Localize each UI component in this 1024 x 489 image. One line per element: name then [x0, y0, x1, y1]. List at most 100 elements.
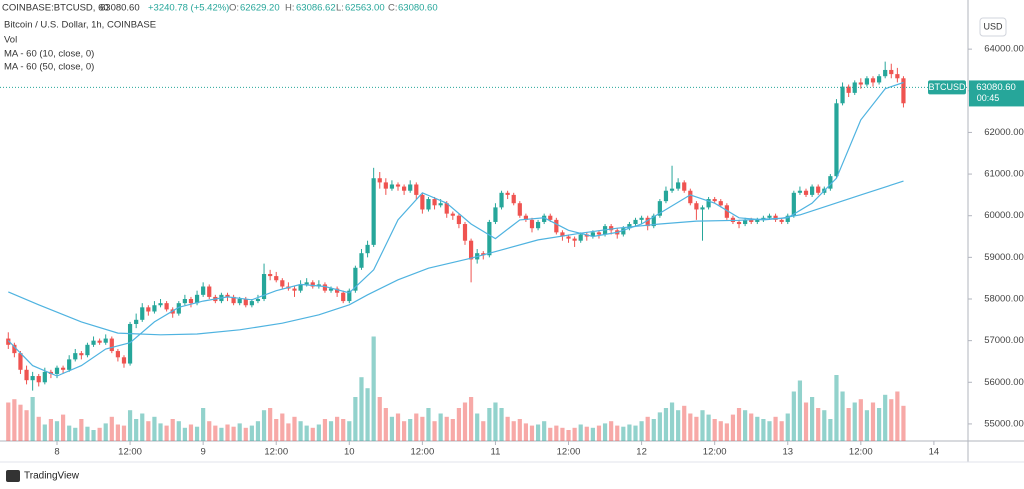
volume-bar [548, 427, 553, 441]
volume-bar [852, 402, 857, 441]
price: 63080.60 [100, 3, 140, 14]
volume-bar [621, 426, 626, 441]
legend-entry: MA - 60 (10, close, 0) [4, 49, 94, 60]
volume-bar [858, 399, 863, 441]
volume-bar [803, 402, 809, 441]
volume-bar [383, 408, 388, 441]
volume-bar [785, 413, 790, 441]
volume-bar [127, 410, 133, 441]
candle-body [578, 234, 583, 241]
candle-body [377, 178, 382, 183]
volume-bar [767, 421, 772, 441]
candle-body [341, 292, 346, 302]
volume-bar [213, 425, 218, 441]
volume-bar [615, 425, 620, 441]
volume-bar [840, 391, 845, 441]
candle-body [249, 301, 254, 306]
currency[interactable]: USD [983, 21, 1003, 31]
volume-bar [602, 423, 608, 441]
candle-body [663, 190, 669, 202]
candle-body [560, 232, 565, 237]
candle-body [274, 276, 279, 281]
volume-bar [201, 408, 206, 441]
x-tick-label: 12:00 [557, 447, 581, 458]
volume-bar [73, 427, 78, 441]
ohlc-value: 62629.20 [240, 3, 280, 14]
candle-body [529, 219, 535, 229]
candle-body [779, 219, 784, 222]
candle-body [97, 340, 102, 343]
candle-body [383, 182, 388, 189]
volume-bar [596, 425, 602, 441]
candle-body [718, 201, 723, 206]
volume-bar [560, 427, 565, 441]
volume-bar [292, 416, 297, 441]
candle-body [554, 219, 559, 233]
volume-bar [578, 424, 583, 441]
volume-bar [115, 424, 120, 441]
candle-body [176, 303, 181, 314]
candle-body [864, 78, 870, 85]
candle-body [182, 298, 187, 304]
candle-body [127, 323, 133, 364]
volume-bar [268, 408, 273, 441]
volume-bar [651, 419, 656, 441]
candle-body [870, 78, 876, 83]
candle-body [828, 176, 833, 189]
volume-bar [207, 421, 212, 441]
candle-body [462, 224, 468, 241]
volume-bar [91, 430, 96, 441]
volume-bar [462, 402, 468, 441]
volume-bar [194, 426, 200, 441]
candle-body [298, 284, 303, 291]
volume-bar [408, 419, 413, 441]
candle-body [36, 376, 41, 383]
volume-bar [24, 410, 29, 441]
candle-body [30, 376, 35, 381]
candle-body [359, 253, 364, 268]
candle-body [755, 219, 760, 222]
candle-body [736, 221, 742, 225]
ohlc-value: 62563.00 [345, 3, 385, 14]
volume-bar [468, 397, 474, 441]
candle-body [402, 186, 407, 191]
volume-bar [103, 423, 108, 441]
volume-bar [152, 416, 157, 441]
candle-body [499, 192, 504, 208]
candle-body [456, 215, 462, 225]
volume-bar [48, 419, 54, 441]
candle-body [420, 194, 425, 210]
candle-body [852, 82, 857, 93]
x-tick-label: 9 [201, 447, 206, 458]
volume-bar [146, 421, 151, 441]
candle-body [694, 203, 699, 210]
candle-body [207, 286, 212, 297]
candle-body [743, 219, 748, 225]
candle-body [876, 76, 882, 83]
x-tick-label: 12:00 [264, 447, 288, 458]
candle-body [280, 280, 285, 287]
currency-button[interactable] [979, 17, 1007, 37]
volume-bar [566, 430, 571, 441]
candle-body [304, 282, 309, 285]
x-tick-label: 12 [636, 447, 647, 458]
volume-bar [535, 424, 541, 441]
candle-body [438, 203, 443, 206]
volume-bar [749, 413, 754, 441]
candle-body [901, 78, 906, 104]
volume-bar [627, 424, 632, 441]
candle-body [706, 199, 711, 208]
candle-body [621, 228, 626, 235]
volume-bar [810, 397, 815, 441]
brand[interactable]: TradingView [24, 471, 80, 482]
countdown: 00:45 [977, 93, 1000, 103]
volume-bar [255, 421, 261, 441]
candle-body [889, 69, 894, 75]
volume-bar [42, 424, 47, 441]
volume-bar [505, 416, 510, 441]
candle-body [535, 221, 541, 229]
candle-body [596, 232, 602, 235]
y-tick-label: 57000.00 [984, 335, 1024, 346]
candle-body [590, 232, 595, 237]
candle-body [67, 359, 72, 370]
